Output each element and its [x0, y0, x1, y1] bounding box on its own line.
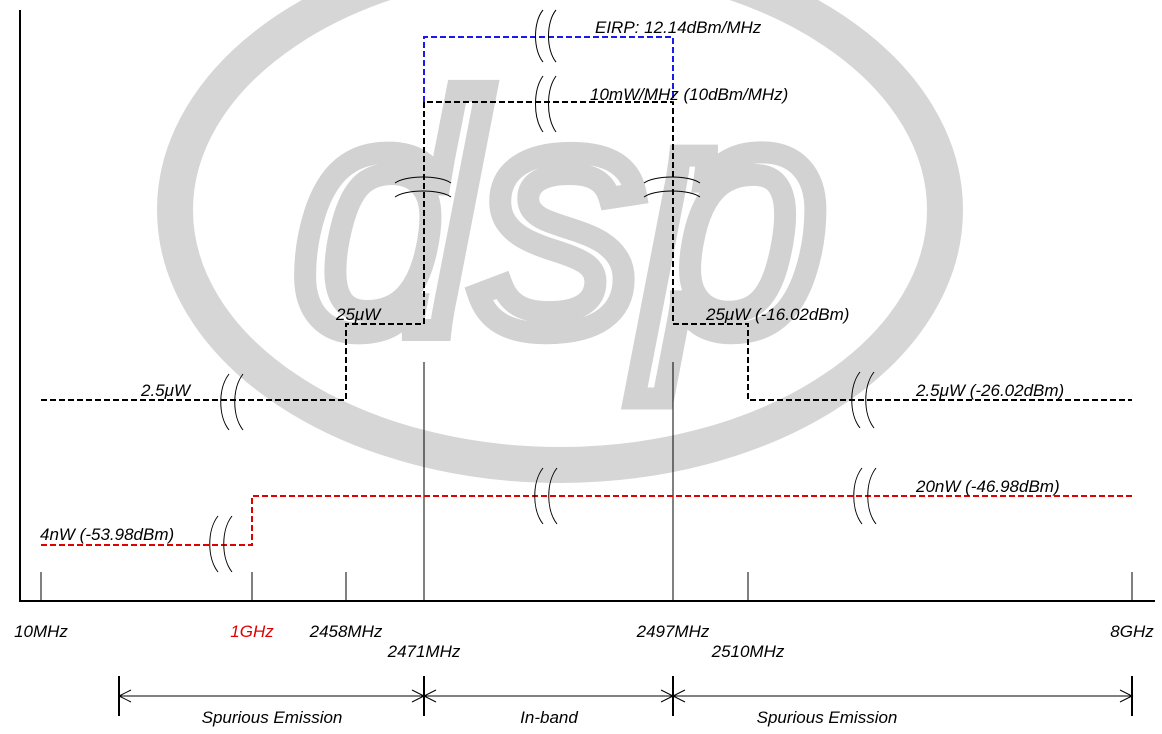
tick-label-8ghz: 8GHz — [1110, 622, 1154, 641]
break-symbol — [853, 467, 863, 525]
tick-labels: 10MHz 1GHz 2458MHz 2471MHz 2497MHz 2510M… — [14, 622, 1154, 661]
label-2-5uw-right: 2.5μW (-26.02dBm) — [915, 381, 1064, 400]
break-symbol — [865, 371, 875, 429]
arrowhead — [422, 689, 437, 703]
break-symbols — [209, 9, 877, 573]
region-label-spurious-right: Spurious Emission — [757, 708, 898, 727]
x-ticks — [40, 362, 1133, 601]
break-symbol — [535, 9, 544, 63]
tick-label-2471mhz: 2471MHz — [387, 642, 461, 661]
break-symbol — [867, 467, 877, 525]
break-symbol — [223, 515, 233, 573]
watermark-ring — [157, 0, 963, 483]
label-eirp: EIRP: 12.14dBm/MHz — [595, 18, 762, 37]
label-2-5uw-left: 2.5μW — [140, 381, 192, 400]
tick-label-2497mhz: 2497MHz — [636, 622, 710, 641]
break-symbol — [534, 467, 544, 525]
arrowhead — [671, 689, 686, 703]
break-symbol — [548, 9, 557, 63]
arrowhead — [1119, 689, 1134, 703]
break-symbol — [535, 75, 544, 133]
level-labels: EIRP: 12.14dBm/MHz 10mW/MHz (10dBm/MHz) … — [40, 18, 1064, 544]
red-limit-line — [41, 495, 1132, 546]
tick-label-1ghz: 1GHz — [230, 622, 274, 641]
break-symbol — [548, 467, 558, 525]
label-10mw: 10mW/MHz (10dBm/MHz) — [590, 85, 788, 104]
region-spans — [117, 676, 1134, 716]
label-20nw: 20nW (-46.98dBm) — [915, 477, 1060, 496]
break-symbol — [394, 190, 452, 198]
watermark-logo-text: dsp — [294, 31, 826, 402]
region-labels: Spurious Emission In-band Spurious Emiss… — [202, 708, 898, 727]
tick-label-10mhz: 10MHz — [14, 622, 68, 641]
break-symbol — [234, 373, 244, 431]
region-label-inband: In-band — [520, 708, 578, 727]
break-symbol — [209, 515, 219, 573]
watermark: dsp — [157, 0, 963, 483]
label-4nw: 4nW (-53.98dBm) — [40, 525, 174, 544]
label-25uw-right: 25μW (-16.02dBm) — [705, 305, 849, 324]
label-25uw-left: 25μW — [335, 305, 382, 324]
break-symbol — [643, 176, 701, 184]
region-label-spurious-left: Spurious Emission — [202, 708, 343, 727]
arrowhead — [117, 689, 132, 703]
tick-label-2458mhz: 2458MHz — [309, 622, 383, 641]
break-symbol — [851, 371, 861, 429]
break-symbol — [220, 373, 230, 431]
tick-label-2510mhz: 2510MHz — [711, 642, 785, 661]
break-symbol — [394, 176, 452, 184]
break-symbol — [548, 75, 557, 133]
break-symbol — [643, 190, 701, 198]
